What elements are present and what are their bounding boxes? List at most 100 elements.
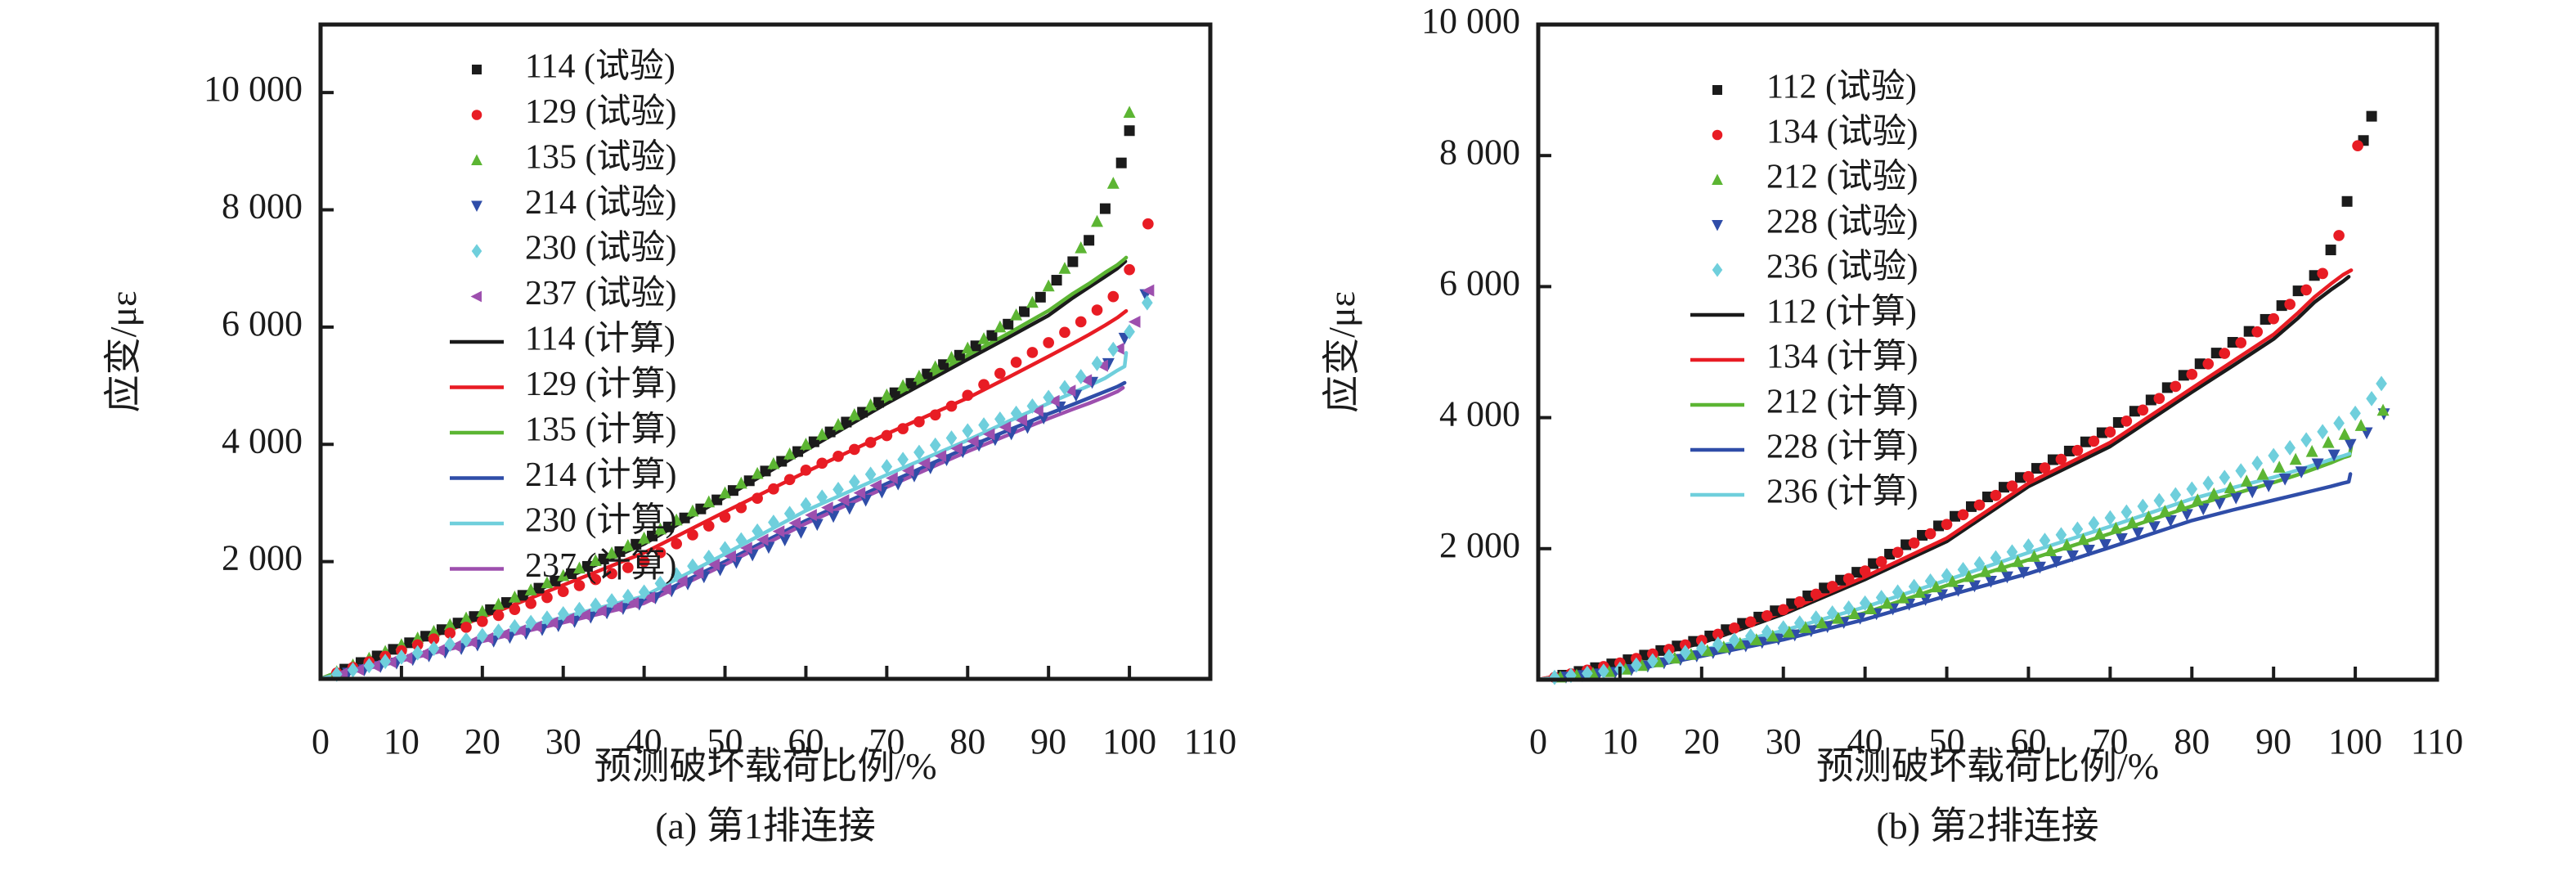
triangle-up-marker [2027,550,2040,562]
circle-marker [929,409,941,421]
x-tick-label: 30 [545,721,581,761]
legend: 112 (试验) 134 (试验) 212 (试验) 228 (试验) 236 (试验)… [1690,68,1918,511]
triangle-up-marker [2174,499,2188,511]
y-tick-label: 2 000 [1439,525,1520,565]
x-axis: 0 10 20 30 40 50 60 70 80 90 100 110 [1529,667,2463,761]
diamond-marker [1957,562,1969,577]
triangle-left-marker [595,604,607,618]
series-212-calc [1536,444,2354,682]
triangle-left-marker [901,465,914,477]
series-134-calc [1536,268,2354,682]
square-marker [2145,394,2156,406]
circle-marker [735,501,747,514]
circle-marker [1059,326,1070,339]
triangle-left-marker [918,457,931,469]
diamond-marker [1059,380,1070,396]
circle-marker [1957,509,1969,521]
legend-label: 112 (试验) [1766,68,1917,106]
diamond-marker [1680,645,1691,661]
triangle-left-marker [1128,315,1141,328]
triangle-up-marker [1712,173,1723,185]
circle-marker [1124,263,1135,276]
series-134-test [1549,140,2363,684]
diamond-marker [1075,369,1087,384]
x-tick-label: 40 [1847,721,1883,761]
y-tick-label: 8 000 [1439,132,1520,172]
triangle-up-marker [864,398,877,411]
curve-134-calc [1536,268,2354,682]
circle-marker [1695,635,1708,646]
triangle-down-marker [2066,550,2079,563]
circle-marker [1810,588,1822,600]
diamond-marker [671,567,683,583]
diamond-marker [606,593,617,609]
triangle-left-marker [659,582,671,595]
square-marker [2341,195,2353,207]
triangle-left-marker [1015,414,1028,427]
circle-marker [1091,304,1103,316]
triangle-down-marker [2017,567,2030,579]
diamond-marker [347,662,359,678]
triangle-down-marker [779,534,792,546]
triangle-left-marker [578,609,590,622]
triangle-up-marker [929,360,942,373]
curve-212-calc [1536,444,2354,682]
triangle-up-marker [653,522,666,535]
circle-marker [638,555,650,568]
circle-marker [962,389,974,402]
square-marker [472,65,482,74]
square-marker [2260,313,2271,325]
square-marker [1124,125,1135,137]
triangle-up-marker [1815,616,1829,629]
x-tick-label: 60 [2010,721,2046,761]
diamond-marker [1663,649,1675,665]
triangle-left-marker [837,494,850,507]
triangle-down-marker [2327,449,2340,462]
triangle-left-marker [449,640,461,653]
square-marker [2227,336,2238,348]
diamond-marker [492,623,505,640]
triangle-down-marker [2278,474,2291,486]
x-tick-label: 0 [312,721,330,761]
triangle-left-marker [1063,384,1076,398]
triangle-up-marker [2289,452,2302,465]
triangle-down-marker [2262,480,2275,492]
circle-marker [1712,129,1723,141]
legend-label: 134 (计算) [1766,339,1918,376]
triangle-left-marker [643,591,656,604]
triangle-up-marker [848,408,861,420]
x-tick-label: 60 [788,721,824,761]
triangle-down-marker [2001,571,2013,584]
triangle-left-marker [497,628,510,641]
circle-marker [2333,230,2345,241]
triangle-left-marker [772,525,785,538]
triangle-up-marker [1010,308,1023,321]
triangle-up-marker [1106,177,1120,189]
diamond-marker [1695,640,1708,656]
triangle-down-marker [2213,497,2226,510]
circle-marker [1728,622,1740,634]
diamond-marker [1826,605,1838,621]
circle-marker [444,627,456,639]
triangle-up-marker [2240,474,2253,487]
circle-marker [832,451,844,462]
square-marker [2080,436,2091,447]
y-axis: 2 000 4 000 6 000 8 000 10 000 [204,69,334,578]
diamond-marker [1875,590,1887,605]
square-marker [2129,406,2140,417]
diamond-marker [1124,324,1135,340]
square-marker [2366,110,2377,122]
circle-marker [752,492,763,505]
square-marker [469,611,480,622]
square-marker [2276,300,2287,312]
legend-label: 114 (计算) [525,321,675,358]
circle-marker [881,429,893,442]
triangle-up-marker [719,486,732,499]
triangle-up-marker [2207,487,2220,500]
circle-marker [1744,616,1757,628]
square-marker [1901,539,1912,550]
y-tick-label: 10 000 [204,69,303,109]
legend-label: 237 (计算) [525,547,676,585]
series-129-calc [318,308,1129,681]
